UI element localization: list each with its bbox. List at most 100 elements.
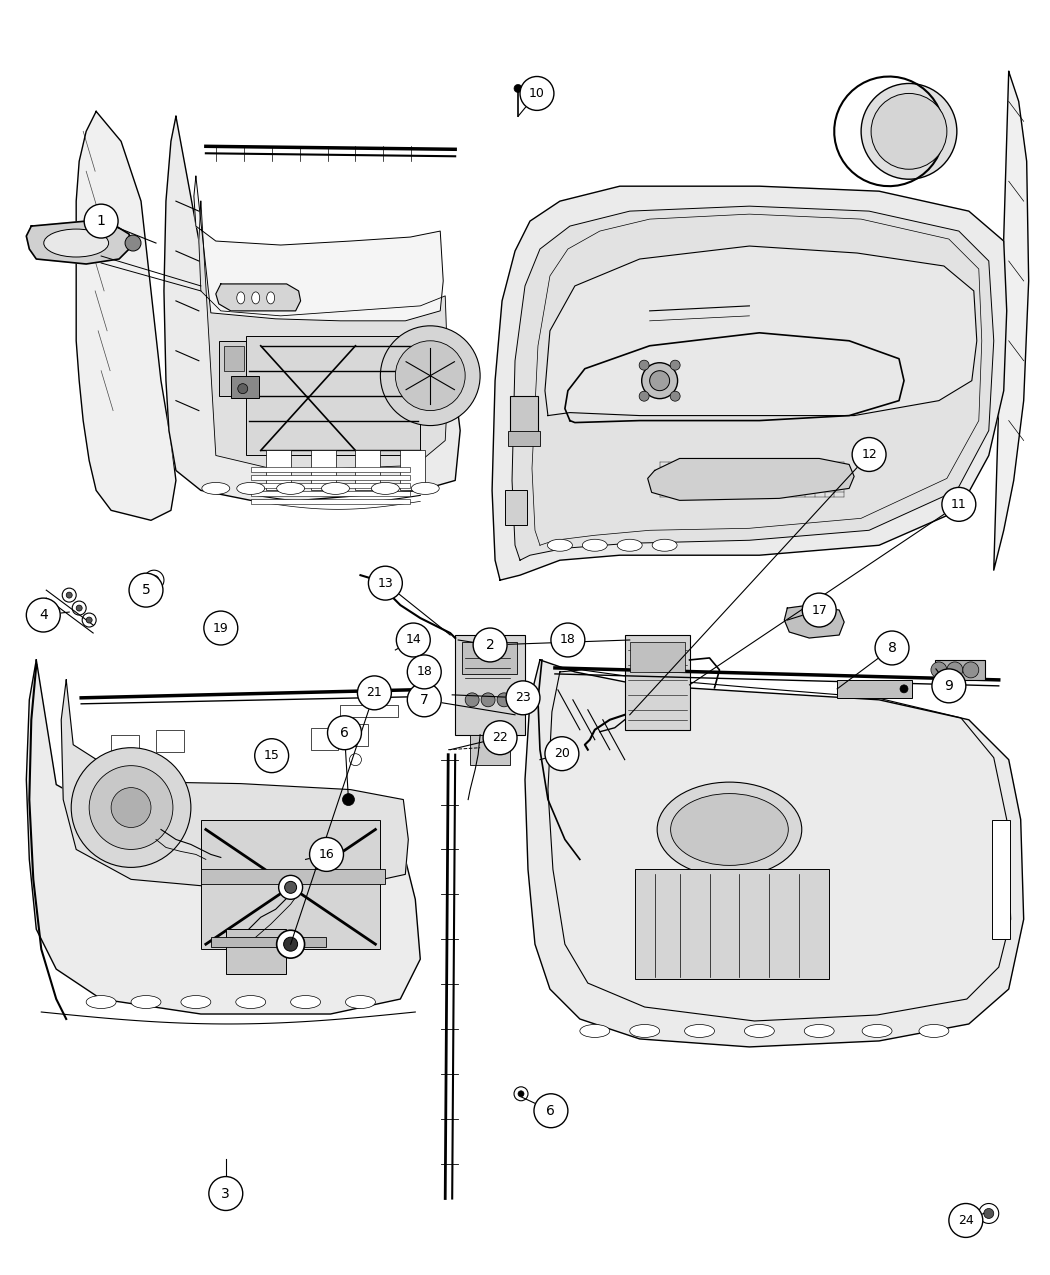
Text: 6: 6 xyxy=(340,725,349,739)
Text: 3: 3 xyxy=(222,1187,230,1201)
Ellipse shape xyxy=(276,482,304,495)
Circle shape xyxy=(89,766,173,849)
Ellipse shape xyxy=(744,1025,774,1038)
Bar xyxy=(211,937,326,947)
Polygon shape xyxy=(164,116,460,500)
Circle shape xyxy=(979,1204,999,1224)
Circle shape xyxy=(481,692,496,706)
Circle shape xyxy=(369,566,402,601)
Circle shape xyxy=(518,1091,524,1096)
Circle shape xyxy=(670,360,680,370)
Ellipse shape xyxy=(267,292,275,303)
Bar xyxy=(251,483,411,488)
Polygon shape xyxy=(993,71,1029,570)
Ellipse shape xyxy=(630,1025,659,1038)
Ellipse shape xyxy=(236,292,245,303)
Circle shape xyxy=(278,876,302,899)
Text: 5: 5 xyxy=(142,583,150,597)
Circle shape xyxy=(670,391,680,402)
Ellipse shape xyxy=(919,1025,949,1038)
Text: 18: 18 xyxy=(417,666,433,678)
Ellipse shape xyxy=(345,996,376,1009)
Ellipse shape xyxy=(412,482,439,495)
Polygon shape xyxy=(194,176,443,321)
Text: 2: 2 xyxy=(486,638,495,652)
Circle shape xyxy=(465,692,479,706)
Circle shape xyxy=(947,662,963,678)
Ellipse shape xyxy=(44,230,108,258)
Bar xyxy=(837,680,912,697)
Circle shape xyxy=(639,391,649,402)
Circle shape xyxy=(407,683,441,717)
Circle shape xyxy=(204,611,237,645)
Text: 14: 14 xyxy=(405,634,421,646)
Text: 16: 16 xyxy=(318,848,334,861)
Circle shape xyxy=(407,655,441,688)
Bar xyxy=(630,643,685,672)
Text: 21: 21 xyxy=(366,686,382,700)
Ellipse shape xyxy=(580,1025,610,1038)
Circle shape xyxy=(350,754,361,766)
Ellipse shape xyxy=(236,482,265,495)
Polygon shape xyxy=(545,246,976,416)
Circle shape xyxy=(853,437,886,472)
Ellipse shape xyxy=(657,782,802,877)
Circle shape xyxy=(396,340,465,411)
Bar xyxy=(201,820,380,949)
Bar xyxy=(156,729,184,752)
Circle shape xyxy=(551,623,585,657)
Circle shape xyxy=(310,838,343,871)
Circle shape xyxy=(125,235,141,251)
Bar xyxy=(251,491,411,496)
Bar xyxy=(311,728,338,750)
Circle shape xyxy=(71,747,191,867)
Text: 20: 20 xyxy=(554,747,570,760)
Circle shape xyxy=(357,676,392,710)
Polygon shape xyxy=(784,606,844,638)
Bar xyxy=(356,450,380,491)
Polygon shape xyxy=(512,207,993,560)
Circle shape xyxy=(62,588,77,602)
Circle shape xyxy=(861,83,957,180)
Circle shape xyxy=(802,593,836,627)
Circle shape xyxy=(872,93,947,170)
Bar xyxy=(226,929,286,974)
Text: 13: 13 xyxy=(378,576,394,589)
Polygon shape xyxy=(198,201,448,468)
Ellipse shape xyxy=(131,996,161,1009)
Circle shape xyxy=(255,738,289,773)
Ellipse shape xyxy=(181,996,211,1009)
Bar xyxy=(111,734,139,756)
Circle shape xyxy=(639,360,649,370)
Circle shape xyxy=(149,575,159,585)
Circle shape xyxy=(342,793,355,806)
Polygon shape xyxy=(26,660,420,1014)
Text: 9: 9 xyxy=(944,678,953,692)
Bar xyxy=(340,705,398,717)
Bar xyxy=(934,660,985,680)
Circle shape xyxy=(483,720,517,755)
Bar xyxy=(201,870,385,885)
Text: 8: 8 xyxy=(887,641,897,655)
Bar xyxy=(311,450,336,491)
Circle shape xyxy=(111,788,151,827)
Circle shape xyxy=(506,681,540,715)
Bar xyxy=(218,340,254,395)
Bar xyxy=(505,491,527,525)
Bar xyxy=(246,335,420,455)
Circle shape xyxy=(72,601,86,615)
Text: 22: 22 xyxy=(492,732,508,745)
Bar xyxy=(510,395,538,437)
Circle shape xyxy=(642,362,677,399)
Circle shape xyxy=(144,570,164,590)
Ellipse shape xyxy=(671,793,789,866)
Ellipse shape xyxy=(583,539,607,551)
Bar xyxy=(400,450,425,491)
Circle shape xyxy=(984,1209,993,1219)
Text: 10: 10 xyxy=(529,87,545,99)
Ellipse shape xyxy=(86,996,117,1009)
Polygon shape xyxy=(61,680,408,890)
Bar xyxy=(266,450,291,491)
Circle shape xyxy=(396,623,430,657)
Circle shape xyxy=(66,592,72,598)
